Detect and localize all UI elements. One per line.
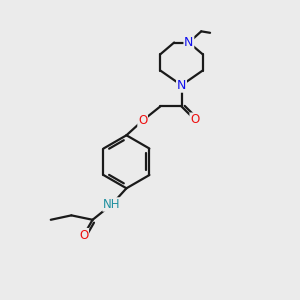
Text: N: N <box>184 36 194 49</box>
Text: O: O <box>190 113 200 126</box>
Text: NH: NH <box>103 198 121 211</box>
Text: O: O <box>79 229 88 242</box>
Text: N: N <box>177 79 186 92</box>
Text: O: O <box>138 114 147 127</box>
Text: N: N <box>177 79 186 92</box>
